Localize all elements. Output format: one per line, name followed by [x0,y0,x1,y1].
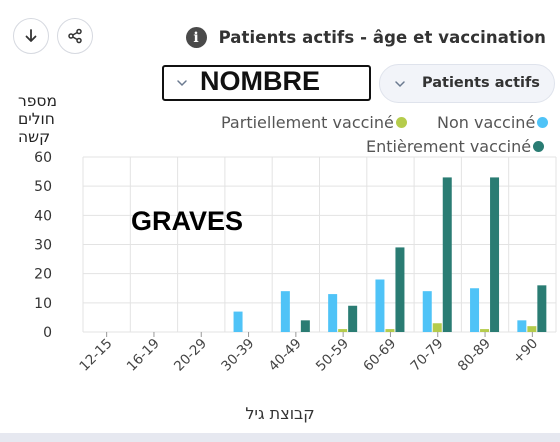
share-icon [68,28,82,44]
y-tick-label: 10 [34,296,52,312]
bar-non-vaccin--90 [517,320,527,332]
x-tick-label: 30-39 [218,336,257,375]
y-tick-label: 30 [34,238,52,254]
bar-non-vaccin--5059 [328,294,338,332]
bar-enti-rement-vaccin--8089 [490,177,500,332]
download-button[interactable] [13,18,49,54]
legend-dot-full [533,141,545,152]
bar-enti-rement-vaccin--5059 [348,305,358,332]
y-axis-label-line-3: קשה [18,128,51,146]
bar-partiellement-vaccin--8089 [480,329,490,332]
metric-select[interactable]: NOMBRE [162,65,371,101]
chart-title: Patients actifs - âge et vaccination [218,28,546,47]
y-tick-label: 60 [34,150,52,166]
x-axis-title: קבוצת גיל [245,404,315,423]
bar-non-vaccin--3039 [233,311,243,332]
y-tick-label: 20 [34,267,52,283]
x-tick-label: 50-59 [313,336,352,375]
bar-enti-rement-vaccin--90 [537,285,547,332]
bar-non-vaccin--8089 [470,288,480,332]
bar-partiellement-vaccin--6069 [385,329,395,332]
legend-dot-none [537,117,549,128]
x-tick-label: +90 [510,336,541,367]
bar-partiellement-vaccin--90 [527,326,537,332]
bar-partiellement-vaccin--7079 [432,323,442,332]
legend-item-full[interactable]: Entièrement vacciné [366,137,545,156]
x-tick-label: 16-19 [124,336,163,375]
patients-select-label: Patients actifs [422,75,540,91]
x-tick-label: 12-15 [76,336,115,375]
share-button[interactable] [57,18,93,54]
chevron-down-icon [395,81,405,88]
legend-label-partial: Partiellement vacciné [221,113,394,132]
metric-select-value: NOMBRE [200,66,320,96]
legend-label-none: Non vacciné [437,113,536,132]
legend-item-partial[interactable]: Partiellement vacciné [221,113,407,132]
bar-non-vaccin--4049 [280,291,290,332]
bar-enti-rement-vaccin--4049 [300,320,310,332]
bar-partiellement-vaccin--5059 [338,329,348,332]
y-tick-label: 40 [34,208,52,224]
y-tick-label: 50 [34,179,52,195]
x-tick-label: 20-29 [171,336,210,375]
bar-enti-rement-vaccin--7079 [442,177,452,332]
legend-label-full: Entièrement vacciné [366,137,532,156]
y-tick-label: 0 [43,325,52,341]
chevron-down-icon [177,80,187,87]
bottom-bar [0,433,560,442]
x-tick-label: 80-89 [455,336,494,375]
bar-non-vaccin--7079 [422,291,432,332]
severity-annotation: GRAVES [131,206,244,236]
x-tick-label: 60-69 [360,336,399,375]
bar-non-vaccin--6069 [375,279,385,332]
patients-select[interactable]: Patients actifs [379,64,555,103]
download-arrow-icon [25,29,37,42]
legend-item-none[interactable]: Non vacciné [437,113,549,132]
y-axis-label-line-1: מספר [18,92,58,110]
x-tick-label: 70-79 [408,336,447,375]
chart-header: i Patients actifs - âge et vaccination [185,27,546,48]
legend-dot-partial [395,117,407,128]
x-tick-label: 40-49 [266,336,305,375]
info-icon[interactable]: i [185,27,207,48]
y-axis-label-line-2: חולים [18,110,55,128]
bar-enti-rement-vaccin--6069 [395,247,405,332]
